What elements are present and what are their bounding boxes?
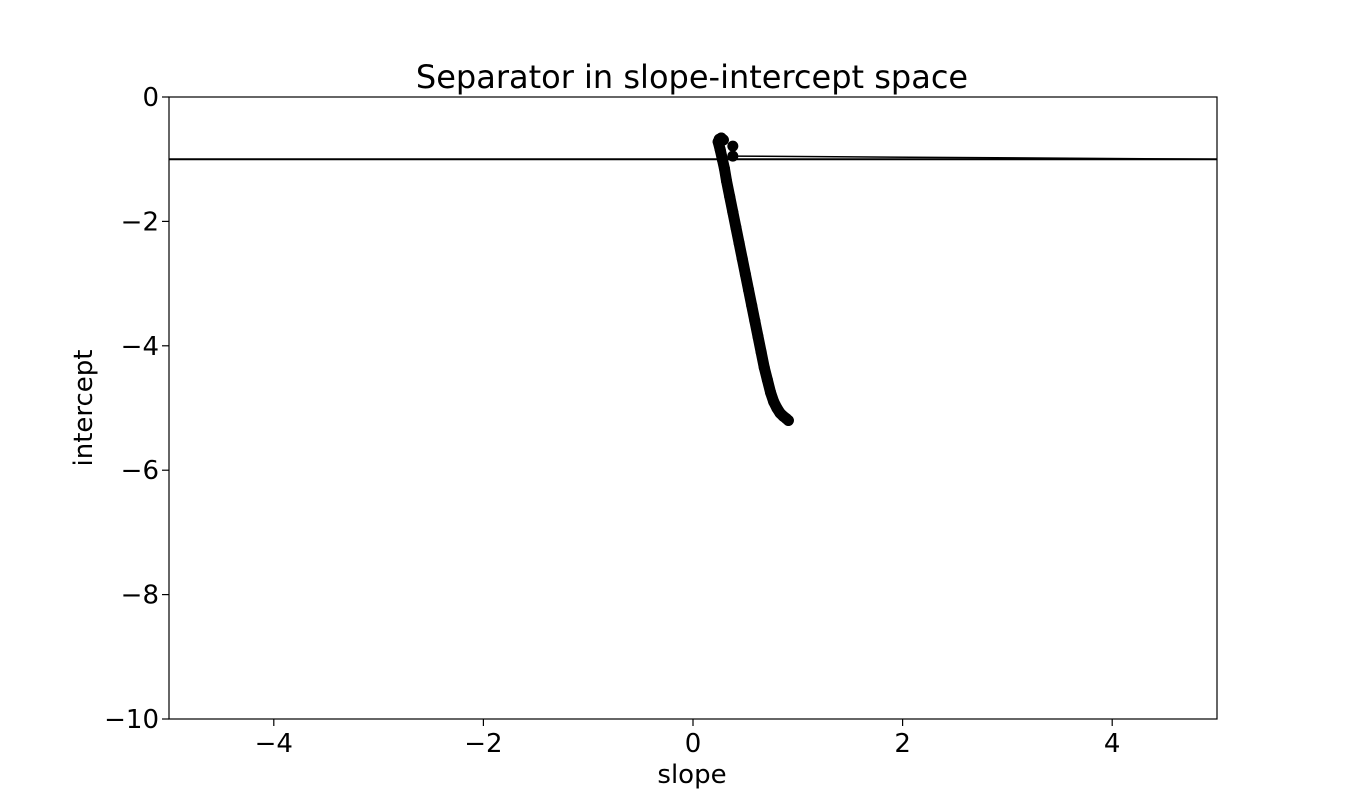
data-point-5 [727,150,739,162]
data-point-14 [736,253,748,265]
plot-frame [168,96,1218,720]
data-point-17 [746,299,758,311]
trajectory-line [732,155,1217,160]
data-point-7 [716,153,728,165]
data-point-16 [743,284,755,296]
y-tick-label: −10 [104,705,159,735]
y-tick-label: 0 [142,83,159,113]
x-tick-label: 2 [894,729,911,759]
data-point-21 [758,362,770,374]
data-point-10 [724,191,736,203]
y-tick-label: −8 [121,581,159,611]
data-point-29 [782,414,794,426]
y-tick-label: −2 [121,207,159,237]
data-point-18 [749,315,761,327]
data-point-20 [755,346,767,358]
y-axis-label: intercept [69,350,99,467]
data-point-8 [718,163,730,175]
x-tick-label: −4 [255,729,293,759]
x-tick-label: 4 [1104,729,1121,759]
data-point-4 [727,140,739,152]
x-tick-label: −2 [464,729,502,759]
data-point-19 [752,330,764,342]
data-point-23 [765,386,777,398]
data-point-13 [733,237,745,249]
data-point-12 [730,222,742,234]
data-point-11 [727,206,739,218]
x-tick-label: 0 [685,729,702,759]
data-point-22 [761,374,773,386]
plot-area: −4 −2 0 2 4 0 −2 −4 −6 −8 −10 [104,83,1218,759]
y-tick-label: −6 [121,456,159,486]
data-point-9 [721,175,733,187]
y-tick-label: −4 [121,332,159,362]
data-point-6 [714,144,726,156]
data-point-15 [739,268,751,280]
chart-title: Separator in slope-intercept space [416,58,968,96]
x-axis-label: slope [657,760,726,790]
